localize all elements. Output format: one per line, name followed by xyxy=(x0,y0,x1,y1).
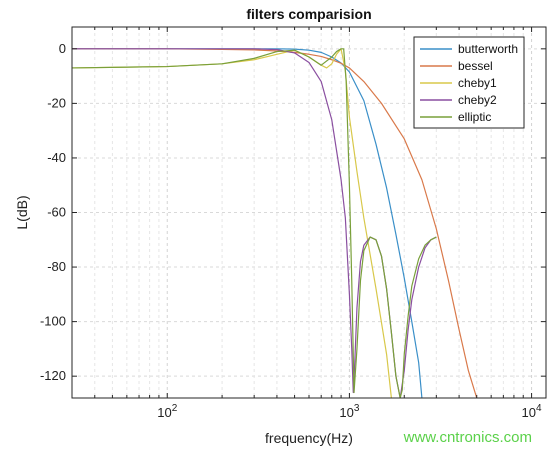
x-axis-title: frequency(Hz) xyxy=(265,430,353,446)
legend-label-elliptic: elliptic xyxy=(458,110,491,124)
y-tick-label: -20 xyxy=(47,95,66,110)
x-tick-label-exponent: 2 xyxy=(172,403,178,414)
x-tick-label-exponent: 3 xyxy=(354,403,360,414)
x-tick-label-base: 10 xyxy=(339,405,353,420)
series-line-cheby2 xyxy=(72,48,437,398)
legend-label-cheby2: cheby2 xyxy=(458,93,497,107)
legend: butterworth bessel cheby1 cheby2 elliptic xyxy=(413,36,525,129)
x-tick-label: 104 xyxy=(522,403,542,420)
series-lines xyxy=(72,48,478,398)
y-tick-label: -40 xyxy=(47,150,66,165)
chart-title: filters comparision xyxy=(246,6,371,22)
x-tick-label: 103 xyxy=(339,403,359,420)
series-line-elliptic xyxy=(72,48,437,398)
series-line-cheby1 xyxy=(72,48,392,398)
legend-label-butterworth: butterworth xyxy=(458,42,518,56)
legend-label-bessel: bessel xyxy=(458,59,493,73)
watermark-text: www.cntronics.com xyxy=(403,429,532,446)
y-axis-title: L(dB) xyxy=(14,195,30,229)
y-tick-label: -120 xyxy=(40,368,66,383)
y-tick-label: 0 xyxy=(59,41,66,56)
x-tick-label-exponent: 4 xyxy=(536,403,542,414)
y-tick-label: -80 xyxy=(47,259,66,274)
legend-label-cheby1: cheby1 xyxy=(458,76,497,90)
x-tick-label-base: 10 xyxy=(157,405,171,420)
y-tick-label: -60 xyxy=(47,205,66,220)
x-tick-label: 102 xyxy=(157,403,177,420)
x-tick-label-base: 10 xyxy=(522,405,536,420)
y-tick-label: -100 xyxy=(40,314,66,329)
